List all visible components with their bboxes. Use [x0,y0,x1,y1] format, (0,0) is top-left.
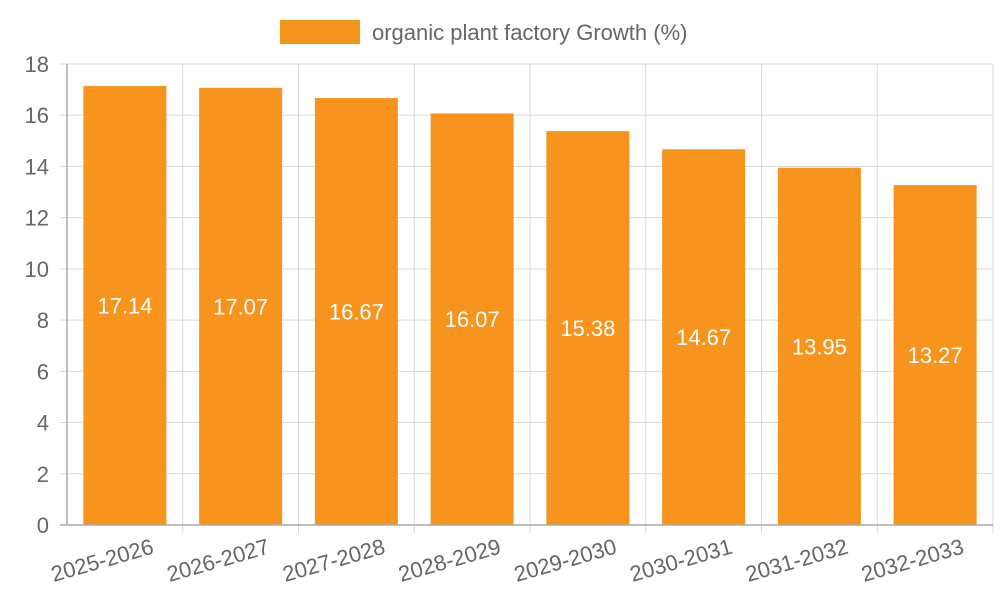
y-tick-label: 14 [25,154,49,179]
legend-label: organic plant factory Growth (%) [372,20,687,45]
bar [314,98,398,525]
y-tick-label: 10 [25,257,49,282]
x-tick-label: 2026-2027 [164,534,272,587]
y-tick-label: 12 [25,206,49,231]
y-tick-label: 16 [25,103,49,128]
bar [662,149,746,525]
y-axis-ticks: 0 2 4 6 8 10 12 14 16 18 [25,52,49,538]
bar [893,185,977,525]
legend-swatch [280,20,360,44]
x-axis-ticks: 2025-2026 2026-2027 2027-2028 2028-2029 2029… [48,534,966,587]
data-label: 16.07 [445,307,500,332]
x-tick-label: 2025-2026 [48,534,156,587]
bar [546,131,630,525]
data-label: 14.67 [676,325,731,350]
axes [60,64,993,526]
x-tick-label: 2028-2029 [395,534,503,587]
data-label: 15.38 [560,316,615,341]
y-tick-label: 8 [37,308,49,333]
bar [83,86,167,525]
y-tick-label: 6 [37,359,49,384]
bar [430,113,514,525]
data-labels: 17.14 17.07 16.67 16.07 15.38 14.67 13.95 13.27 [97,294,962,369]
bar [777,167,861,525]
y-tick-label: 2 [37,462,49,487]
y-tick-label: 18 [25,52,49,77]
x-tick-label: 2031-2032 [743,534,851,587]
data-label: 16.67 [329,300,384,325]
bars [83,86,977,526]
data-label: 17.07 [213,294,268,319]
data-label: 17.14 [97,294,152,319]
x-tick-label: 2030-2031 [627,534,735,587]
data-label: 13.95 [792,334,847,359]
legend[interactable]: organic plant factory Growth (%) [280,20,687,45]
bar [199,87,283,526]
data-label: 13.27 [908,343,963,368]
x-tick-label: 2027-2028 [280,534,388,587]
x-tick-label: 2032-2033 [858,534,966,587]
x-tick-label: 2029-2030 [511,534,619,587]
y-tick-label: 0 [37,513,49,538]
y-tick-label: 4 [37,411,49,436]
